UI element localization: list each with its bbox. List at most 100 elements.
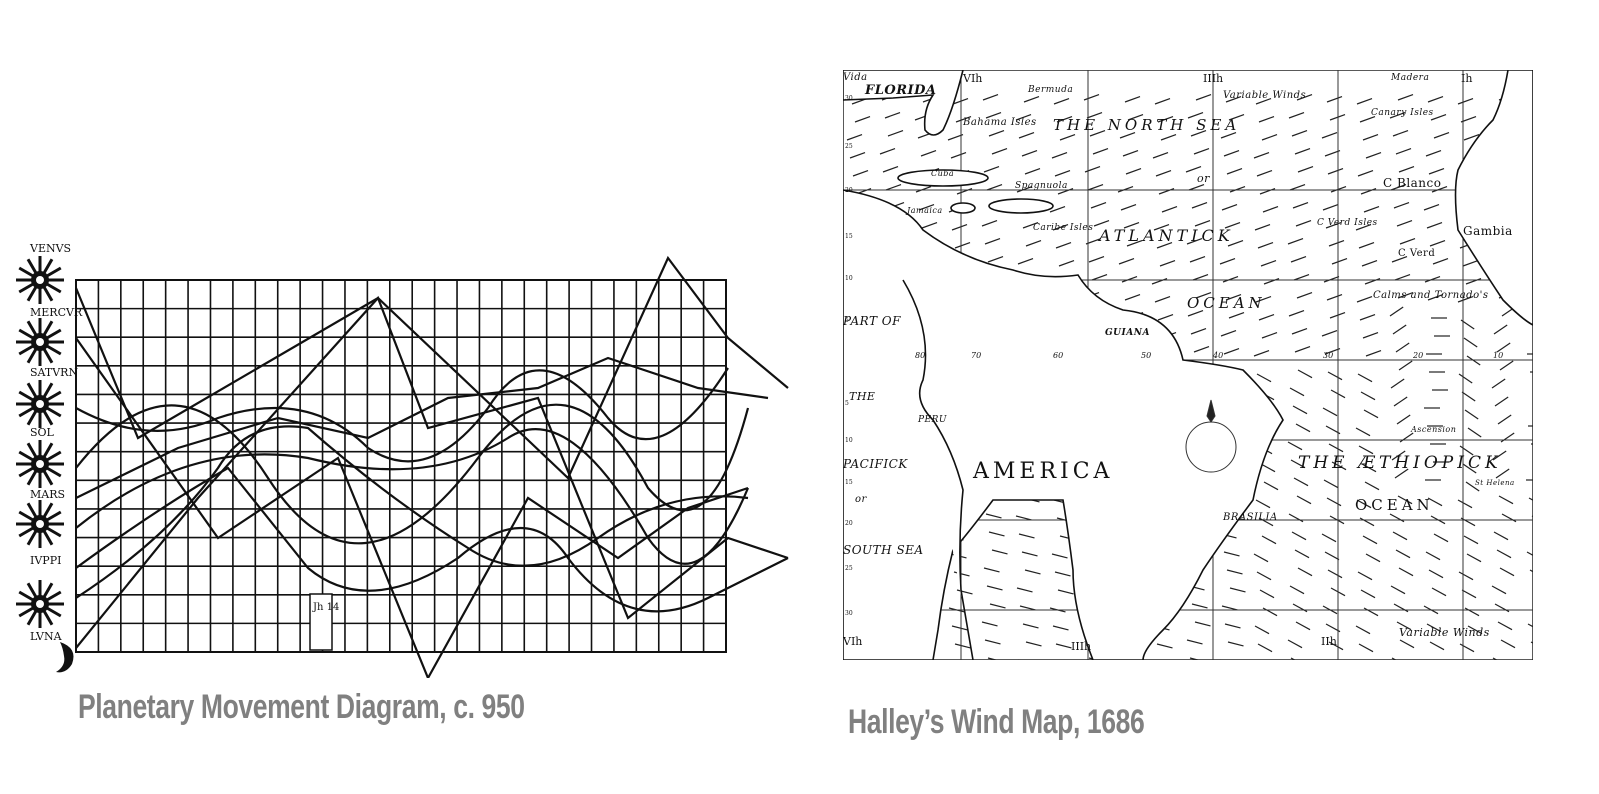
wind-stroke bbox=[1054, 169, 1071, 177]
wind-stroke bbox=[956, 589, 973, 595]
wind-stroke bbox=[1365, 553, 1381, 563]
wind-stroke bbox=[1052, 625, 1069, 631]
map-label: Spagnuola bbox=[1015, 181, 1068, 191]
wind-stroke bbox=[1187, 309, 1204, 317]
wind-stroke bbox=[1399, 639, 1415, 649]
wind-stroke bbox=[955, 115, 972, 123]
map-label: AMERICA bbox=[972, 459, 1113, 484]
wind-stroke bbox=[1257, 241, 1274, 249]
wind-stroke bbox=[1186, 639, 1203, 645]
wind-stroke bbox=[1355, 625, 1371, 635]
wind-stroke bbox=[1327, 371, 1343, 381]
wind-stroke bbox=[1254, 625, 1270, 635]
wind-stroke bbox=[1226, 167, 1243, 175]
wind-stroke bbox=[1321, 329, 1338, 337]
planet-label: IVPPI bbox=[30, 554, 61, 567]
wind-stroke bbox=[983, 567, 1000, 573]
wind-stroke bbox=[884, 111, 901, 119]
wind-stroke bbox=[1092, 147, 1109, 155]
wind-stroke bbox=[1261, 133, 1278, 141]
longitude-mark: 70 bbox=[971, 351, 981, 360]
wind-stroke bbox=[1253, 553, 1269, 563]
wind-stroke bbox=[1015, 113, 1032, 121]
wind-stroke bbox=[1491, 378, 1506, 389]
cuba-island bbox=[897, 169, 989, 187]
diagram-grid bbox=[75, 279, 727, 653]
wind-stroke bbox=[885, 183, 902, 191]
wind-stroke bbox=[1124, 293, 1141, 301]
map-label: Canary Isles bbox=[1371, 108, 1434, 118]
map-label: or bbox=[855, 494, 868, 505]
wind-stroke bbox=[1326, 293, 1343, 301]
longitude-mark: 80 bbox=[915, 351, 925, 360]
wind-stroke bbox=[1254, 223, 1271, 231]
wind-stroke bbox=[1529, 569, 1533, 573]
wind-stroke bbox=[1024, 569, 1041, 575]
wind-stroke bbox=[1259, 187, 1276, 195]
map-label: C Verd Isles bbox=[1317, 218, 1378, 228]
wind-stroke bbox=[1188, 183, 1205, 191]
latitude-mark: 30 bbox=[845, 610, 853, 617]
wind-stroke bbox=[1427, 497, 1443, 507]
wind-stroke bbox=[1292, 201, 1309, 209]
wind-stroke bbox=[1466, 355, 1481, 366]
wind-stroke bbox=[1297, 567, 1313, 577]
hour-mark: IIIh bbox=[1203, 72, 1223, 85]
wind-stroke bbox=[1053, 97, 1070, 105]
wind-stroke bbox=[1021, 149, 1038, 157]
wind-stroke bbox=[985, 111, 1002, 119]
wind-stroke bbox=[1499, 567, 1515, 577]
wind-stroke bbox=[1193, 345, 1210, 353]
planet-orbit-curve bbox=[75, 403, 750, 545]
wind-stroke bbox=[1497, 621, 1513, 631]
compass-rose bbox=[1185, 399, 1237, 473]
wind-stroke bbox=[1160, 133, 1177, 141]
wind-stroke bbox=[1122, 149, 1139, 157]
wind-stroke bbox=[1462, 259, 1479, 267]
jamaica-island bbox=[950, 202, 976, 214]
hour-mark: IIh bbox=[1321, 635, 1337, 648]
hour-mark: VIh bbox=[843, 635, 862, 648]
map-label: Vida bbox=[843, 72, 868, 83]
wind-stroke bbox=[1498, 495, 1514, 505]
wind-stroke bbox=[1123, 221, 1140, 229]
wind-stroke bbox=[1093, 219, 1110, 227]
planet-orbit-curve bbox=[75, 356, 769, 499]
wind-stroke bbox=[1052, 223, 1069, 231]
wind-stroke bbox=[1499, 360, 1514, 371]
wind-stroke bbox=[1289, 387, 1305, 397]
wind-stroke bbox=[1290, 459, 1306, 469]
wind-stroke bbox=[1291, 531, 1307, 541]
wind-stroke bbox=[1224, 221, 1241, 229]
wind-stroke bbox=[1294, 345, 1311, 353]
map-label: Variable Winds bbox=[1223, 90, 1306, 101]
wind-stroke bbox=[986, 183, 1003, 191]
wind-stroke bbox=[1256, 169, 1273, 177]
wind-stroke bbox=[1220, 329, 1237, 337]
wind-stroke bbox=[1465, 481, 1480, 492]
map-label: PERU bbox=[917, 415, 947, 425]
wind-stroke bbox=[1151, 277, 1168, 285]
wind-stroke bbox=[986, 585, 1003, 591]
wind-stroke bbox=[1358, 445, 1374, 455]
wind-stroke bbox=[1024, 167, 1041, 175]
wind-stroke bbox=[1432, 257, 1449, 265]
wind-stroke bbox=[1457, 295, 1474, 303]
wind-stroke bbox=[982, 93, 999, 101]
latitude-mark: 25 bbox=[845, 565, 853, 572]
wind-stroke bbox=[1461, 391, 1476, 402]
map-label: Madera bbox=[1390, 73, 1429, 83]
wind-stroke bbox=[1424, 275, 1441, 283]
wind-stroke bbox=[1226, 569, 1243, 575]
wind-stroke bbox=[1492, 657, 1498, 660]
wind-stroke bbox=[1192, 273, 1209, 281]
wind-stroke bbox=[1051, 553, 1068, 559]
wind-stroke bbox=[1397, 495, 1413, 505]
wind-stroke bbox=[1294, 147, 1311, 155]
planet-labels: VENVS MERCVR SATVRN SOL MARS IVPPI LVNA bbox=[29, 242, 83, 643]
map-label: C Verd bbox=[1398, 248, 1435, 259]
hour-mark: VIh bbox=[962, 72, 982, 85]
map-label: THE ÆTHIOPICK bbox=[1298, 453, 1502, 473]
planet-orbit-curve bbox=[75, 425, 749, 599]
wind-stroke bbox=[1054, 571, 1071, 577]
